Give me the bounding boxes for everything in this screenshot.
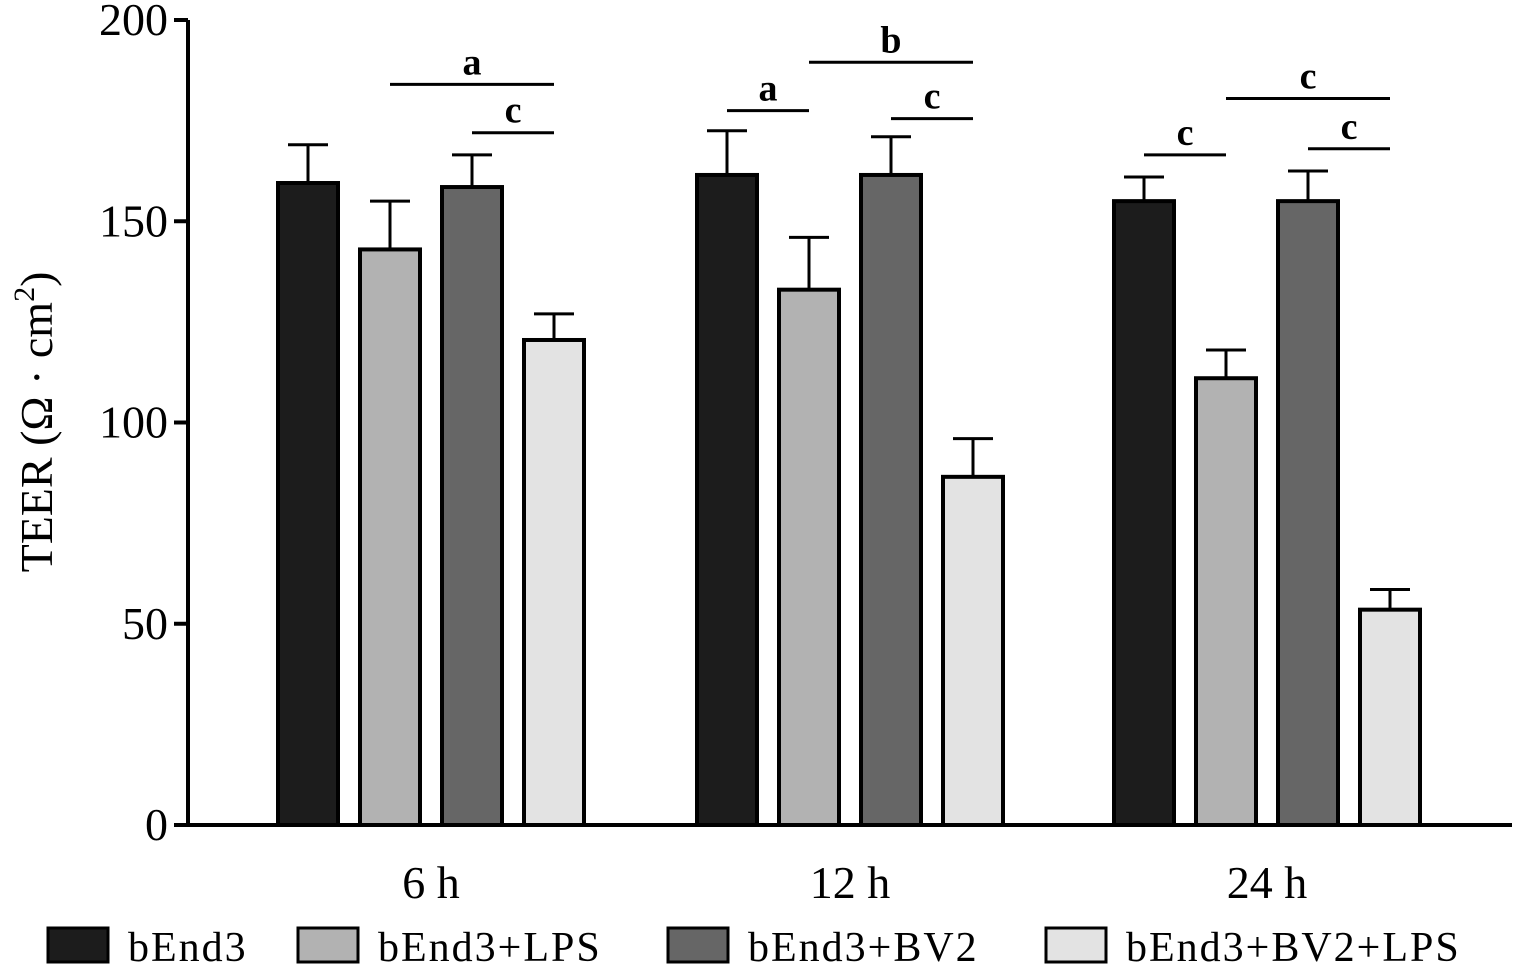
- legend: bEnd3 bEnd3+LPS bEnd3+BV2 bEnd3+BV2+LPS: [46, 925, 1461, 966]
- legend-label: bEnd3+BV2: [748, 925, 979, 966]
- bar-bend3-12h: [695, 172, 759, 827]
- y-tick-label: 100: [99, 397, 168, 448]
- significance-label: c: [505, 90, 522, 132]
- significance-label: c: [1177, 112, 1194, 154]
- y-tick-label: 200: [99, 0, 168, 45]
- legend-swatch: [666, 926, 730, 964]
- y-axis-title-superscript: 2: [8, 287, 41, 302]
- bar-bend3-bv2-lps-12h: [941, 474, 1005, 827]
- y-axis-title-close: ): [11, 272, 62, 287]
- significance-label: c: [1300, 55, 1317, 97]
- bar-bend3-bv2-6h: [440, 185, 504, 828]
- x-category-label: 6 h: [402, 857, 460, 908]
- y-tick-label: 50: [122, 598, 168, 649]
- legend-swatch: [1044, 926, 1108, 964]
- x-category-labels: 6 h 12 h 24 h: [402, 857, 1307, 908]
- y-axis-title: TEER (Ω · cm2): [8, 272, 62, 573]
- significance-label: b: [880, 19, 901, 61]
- significance-label: a: [759, 68, 778, 110]
- error-bars-layer: [288, 129, 1410, 610]
- bar-bend3-lps-6h: [358, 247, 422, 828]
- significance-label: c: [924, 76, 941, 118]
- significance-label: c: [1341, 106, 1358, 148]
- bar-bend3-lps-12h: [777, 287, 841, 827]
- legend-swatch: [296, 926, 360, 964]
- bar-bend3-bv2-24h: [1276, 199, 1340, 827]
- legend-label: bEnd3+LPS: [378, 925, 602, 966]
- bar-bend3-bv2-12h: [859, 172, 923, 827]
- legend-label: bEnd3: [128, 925, 248, 966]
- bar-bend3-lps-24h: [1194, 376, 1258, 827]
- legend-label: bEnd3+BV2+LPS: [1126, 925, 1461, 966]
- x-category-label: 24 h: [1227, 857, 1308, 908]
- bar-bend3-6h: [276, 181, 340, 827]
- legend-swatch: [46, 926, 110, 964]
- bars-layer: [276, 172, 1422, 828]
- y-axis-title-main: TEER (Ω · cm: [11, 302, 62, 573]
- bar-bend3-bv2-lps-24h: [1358, 607, 1422, 827]
- y-tick-label: 0: [145, 799, 168, 850]
- bar-bend3-bv2-lps-6h: [522, 337, 586, 827]
- y-tick-label: 150: [99, 195, 168, 246]
- bar-bend3-24h: [1112, 199, 1176, 827]
- y-ticks-layer: 0 50 100 150 200: [99, 0, 188, 850]
- x-category-label: 12 h: [810, 857, 891, 908]
- significance-label: a: [463, 41, 482, 83]
